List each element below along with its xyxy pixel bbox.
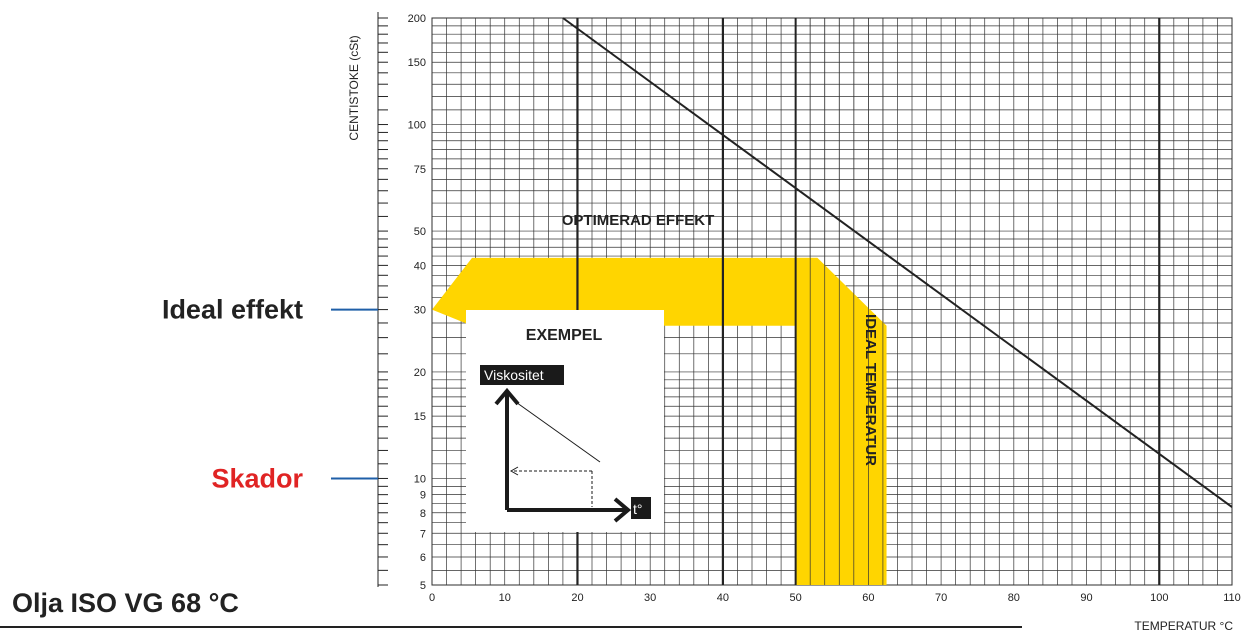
viscosity-tag-label: Viskositet bbox=[484, 367, 544, 383]
x-axis-ticks: 0 10 20 30 40 50 60 70 80 90 100 110 bbox=[429, 592, 1241, 604]
y-tick-label: 20 bbox=[414, 367, 426, 379]
y-tick-label: 9 bbox=[420, 490, 426, 502]
major-grid bbox=[576, 18, 1161, 585]
x-tick-label: 30 bbox=[644, 592, 656, 604]
viscosity-line bbox=[562, 17, 1233, 508]
x-tick-label: 40 bbox=[717, 592, 729, 604]
y-tick-label: 5 bbox=[420, 580, 426, 592]
x-tick-label: 0 bbox=[429, 592, 435, 604]
example-title: EXEMPEL bbox=[526, 327, 603, 344]
y-tick-label: 150 bbox=[408, 57, 426, 69]
y-tick-label: 200 bbox=[408, 13, 426, 25]
x-tick-label: 100 bbox=[1150, 592, 1168, 604]
y-axis-title: CENTISTOKE (cSt) bbox=[347, 35, 361, 140]
band-ideal-temperature bbox=[795, 257, 887, 585]
y-tick-label: 8 bbox=[420, 508, 426, 520]
x-tick-label: 10 bbox=[499, 592, 511, 604]
x-tick-label: 60 bbox=[862, 592, 874, 604]
y-tick-label: 6 bbox=[420, 552, 426, 564]
bands bbox=[432, 257, 887, 585]
annotation-label: Ideal effekt bbox=[162, 295, 303, 325]
x-tick-label: 90 bbox=[1080, 592, 1092, 604]
y-tick-label: 40 bbox=[414, 260, 426, 272]
y-tick-label: 10 bbox=[414, 473, 426, 485]
band-optimized bbox=[432, 257, 818, 326]
temperature-tag bbox=[631, 497, 651, 519]
y-tick-label: 100 bbox=[408, 120, 426, 132]
x-tick-label: 110 bbox=[1223, 592, 1241, 604]
temperature-tag-label: t° bbox=[633, 501, 643, 517]
oil-title: Olja ISO VG 68 °C bbox=[12, 588, 239, 618]
x-tick-label: 80 bbox=[1008, 592, 1020, 604]
side-annotations: Ideal effekt Skador bbox=[162, 295, 378, 493]
y-tick-label: 30 bbox=[414, 305, 426, 317]
x-tick-label: 20 bbox=[571, 592, 583, 604]
x-axis-title: TEMPERATUR °C bbox=[1134, 619, 1233, 633]
x-tick-label: 50 bbox=[790, 592, 802, 604]
band-label-optimized: OPTIMERAD EFFEKT bbox=[562, 212, 715, 229]
y-tick-label: 50 bbox=[414, 226, 426, 238]
y-tick-label: 75 bbox=[414, 164, 426, 176]
x-tick-label: 70 bbox=[935, 592, 947, 604]
y-tick-label: 15 bbox=[414, 411, 426, 423]
example-axes-icon bbox=[494, 387, 632, 523]
y-axis-ticks: 5 6 7 8 9 10 15 20 30 40 50 75 100 150 200 bbox=[377, 12, 426, 592]
series bbox=[562, 17, 1233, 508]
viscosity-tag bbox=[480, 365, 564, 385]
band-label-ideal-temperature: IDEAL TEMPERATUR bbox=[862, 314, 879, 466]
example-inset: EXEMPEL Viskositet t° bbox=[466, 310, 664, 532]
y-tick-label: 7 bbox=[420, 528, 426, 540]
annotation-label: Skador bbox=[211, 463, 303, 493]
example-box bbox=[466, 310, 664, 532]
